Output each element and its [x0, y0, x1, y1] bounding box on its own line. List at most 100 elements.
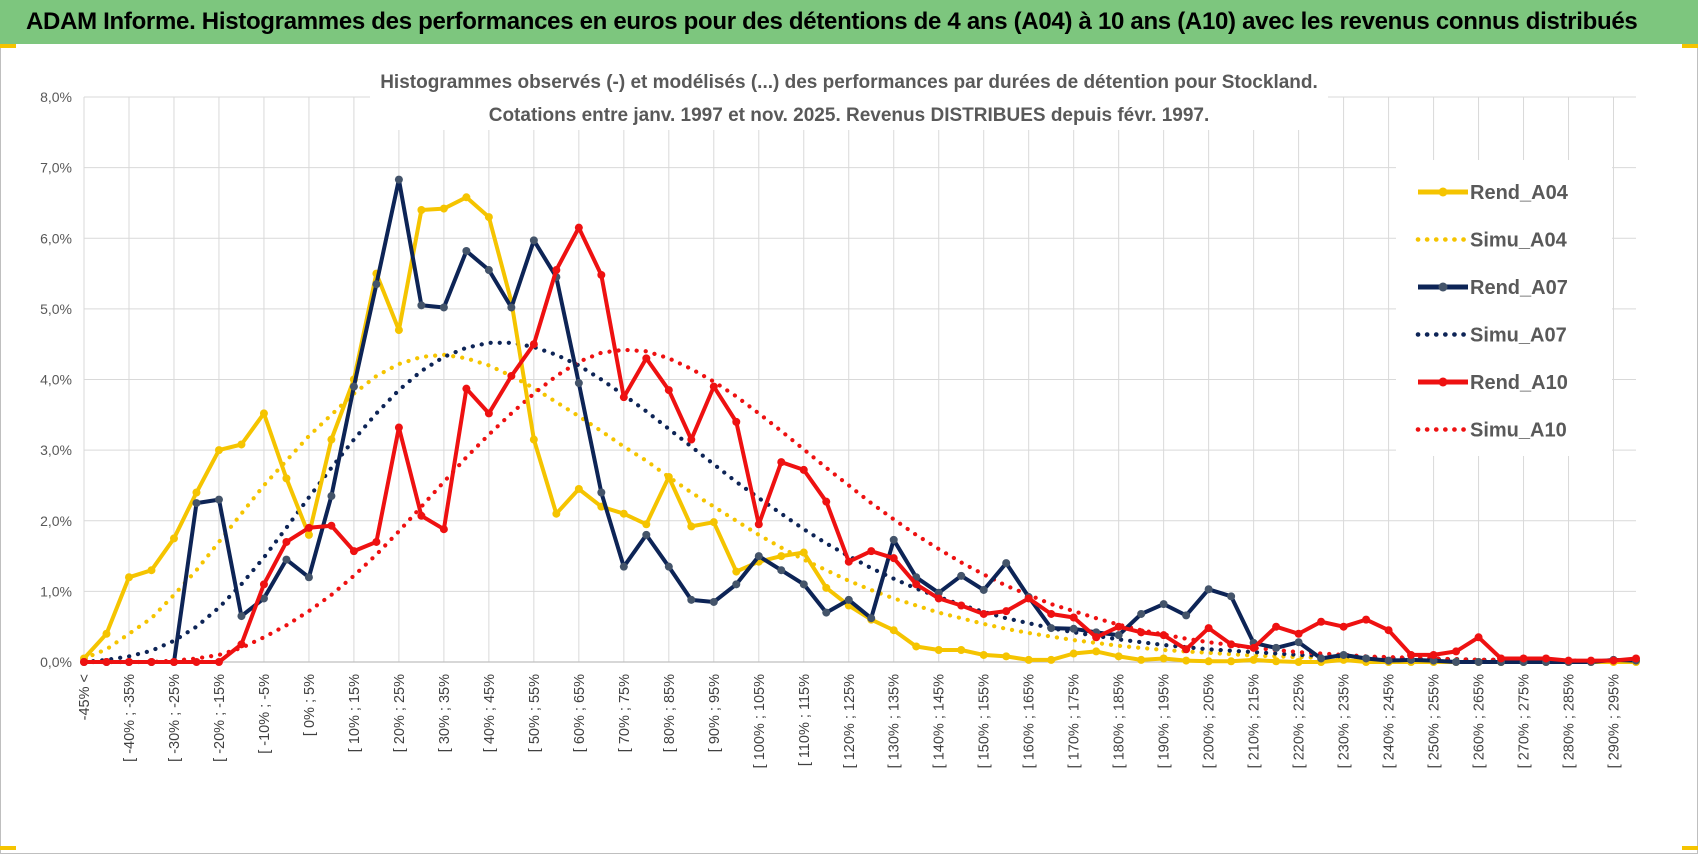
data-point-Rend_A10 — [1047, 609, 1056, 618]
series-line-Rend_A10 — [84, 225, 1637, 664]
data-point-Rend_A10 — [192, 658, 201, 666]
y-tick-label: 0,0% — [40, 654, 72, 670]
x-tick-label: [ 70% ; 75% — [617, 674, 633, 752]
data-point-Rend_A10 — [1069, 613, 1078, 622]
x-tick-label: [ 290% ; 295% — [1607, 674, 1623, 768]
x-tick-label: [ 230% ; 235% — [1337, 674, 1353, 768]
x-tick-label: [ 100% ; 105% — [752, 674, 768, 768]
data-point-Rend_A07 — [327, 492, 336, 501]
data-point-Rend_A10 — [867, 547, 876, 556]
data-point-Rend_A10 — [1024, 594, 1033, 603]
series-line-Rend_A07 — [84, 177, 1637, 664]
series-Rend_A10 — [80, 223, 1640, 666]
data-point-Rend_A07 — [304, 573, 313, 582]
x-tick-label: [ 160% ; 165% — [1022, 674, 1038, 768]
x-tick-label: [ -40% ; -35% — [122, 674, 138, 762]
x-tick-label: [ 90% ; 95% — [707, 674, 723, 752]
x-tick-label: [ 120% ; 125% — [842, 674, 858, 768]
data-point-Rend_A10 — [507, 371, 516, 380]
legend-background — [1396, 160, 1612, 456]
data-point-Rend_A10 — [1182, 645, 1191, 654]
data-point-Rend_A10 — [147, 658, 156, 666]
data-point-Rend_A10 — [1114, 622, 1123, 631]
data-point-Rend_A04 — [642, 520, 651, 529]
data-point-Rend_A04 — [304, 530, 313, 539]
data-point-Rend_A07 — [1294, 638, 1303, 647]
data-point-Rend_A10 — [1564, 656, 1573, 665]
y-axis-ticks: 0,0% 1,0% 2,0% 3,0% 4,0% 5,0% 6,0% 7,0% 8,0% — [40, 89, 72, 670]
x-tick-label: [ 60% ; 65% — [572, 674, 588, 752]
x-tick-label: [ 20% ; 25% — [392, 674, 408, 752]
y-tick-label: 4,0% — [40, 372, 72, 388]
data-point-Rend_A07 — [1182, 611, 1191, 620]
data-point-Rend_A10 — [1452, 647, 1461, 656]
data-point-Rend_A10 — [1587, 656, 1596, 665]
data-point-Rend_A07 — [372, 280, 381, 289]
data-point-Rend_A07 — [1384, 656, 1393, 665]
data-point-Rend_A04 — [1182, 656, 1191, 665]
data-point-Rend_A10 — [1407, 650, 1416, 659]
data-point-Rend_A10 — [282, 537, 291, 546]
chart-title-background — [370, 64, 1328, 130]
data-point-Rend_A07 — [1429, 656, 1438, 665]
data-point-Rend_A07 — [889, 535, 898, 544]
data-point-Rend_A10 — [1159, 631, 1168, 640]
data-point-Rend_A07 — [1047, 624, 1056, 633]
data-point-Rend_A04 — [822, 583, 831, 592]
data-point-Rend_A10 — [462, 384, 471, 393]
data-point-Rend_A10 — [124, 658, 133, 666]
corner-marker — [0, 44, 16, 48]
chart-title: Histogrammes observés (-) et modélisés (… — [370, 64, 1328, 130]
data-point-Rend_A10 — [259, 580, 268, 589]
data-point-Rend_A10 — [1384, 626, 1393, 635]
legend-label: Simu_A10 — [1470, 420, 1567, 442]
data-point-Rend_A04 — [1204, 657, 1213, 666]
legend-item: Simu_A04 — [1415, 230, 1568, 252]
data-point-Rend_A10 — [619, 393, 628, 402]
data-point-Rend_A10 — [687, 435, 696, 444]
data-point-Rend_A07 — [1002, 559, 1011, 568]
series-Simu_A07 — [81, 340, 1639, 665]
data-point-Rend_A10 — [1317, 617, 1326, 626]
data-point-Rend_A07 — [754, 552, 763, 561]
data-point-Rend_A07 — [687, 595, 696, 604]
x-tick-label: [ 250% ; 255% — [1427, 674, 1443, 768]
data-point-Rend_A07 — [822, 608, 831, 617]
data-point-Rend_A10 — [574, 223, 583, 232]
data-point-Rend_A04 — [1159, 654, 1168, 663]
data-point-Rend_A07 — [1227, 592, 1236, 601]
x-tick-label: -45% < — [77, 674, 93, 720]
legend-label: Rend_A07 — [1470, 277, 1568, 299]
data-point-Rend_A10 — [1294, 629, 1303, 638]
data-point-Rend_A07 — [529, 236, 538, 245]
data-point-Rend_A07 — [1317, 654, 1326, 663]
corner-marker — [1682, 846, 1698, 850]
x-tick-label: [ -30% ; -25% — [167, 674, 183, 762]
data-point-Rend_A07 — [1474, 658, 1483, 666]
data-point-Rend_A07 — [619, 562, 628, 571]
data-point-Rend_A04 — [912, 642, 921, 651]
x-axis-ticks: -45% < [ -40% ; -35% [ -30% ; -25% [ -20% ;… — [77, 674, 1623, 768]
x-tick-label: [ 150% ; 155% — [977, 674, 993, 768]
data-point-Rend_A04 — [619, 509, 628, 518]
data-point-Rend_A10 — [304, 523, 313, 532]
legend-item: Simu_A07 — [1415, 325, 1567, 347]
corner-marker — [1682, 44, 1698, 48]
x-tick-label: [ 0% ; 5% — [302, 674, 318, 736]
data-point-Rend_A07 — [799, 580, 808, 589]
data-point-Rend_A07 — [1362, 654, 1371, 663]
data-point-Rend_A10 — [889, 554, 898, 563]
data-point-Rend_A10 — [214, 658, 223, 666]
legend-marker — [1438, 187, 1448, 197]
data-point-Rend_A10 — [1249, 643, 1258, 652]
data-point-Rend_A04 — [732, 567, 741, 576]
data-point-Rend_A04 — [1002, 652, 1011, 661]
data-point-Rend_A07 — [484, 266, 493, 275]
chart-title-line-1: Histogrammes observés (-) et modélisés (… — [380, 72, 1318, 93]
data-point-Rend_A04 — [979, 650, 988, 659]
data-point-Rend_A10 — [169, 658, 178, 666]
x-tick-label: [ 220% ; 225% — [1292, 674, 1308, 768]
data-point-Rend_A07 — [1159, 600, 1168, 609]
data-point-Rend_A10 — [1362, 615, 1371, 624]
data-point-Rend_A10 — [754, 520, 763, 529]
